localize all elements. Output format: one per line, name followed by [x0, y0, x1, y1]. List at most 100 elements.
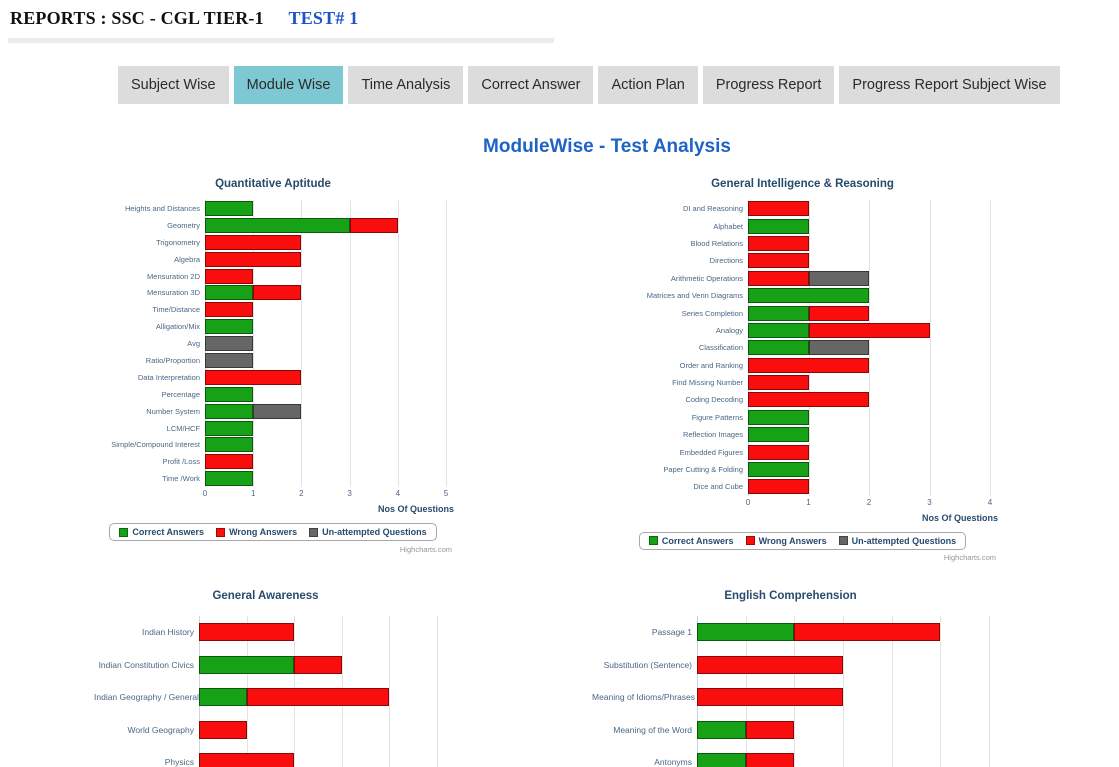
test-number-link[interactable]: TEST# 1 — [288, 8, 359, 28]
bar-correct[interactable] — [748, 218, 809, 234]
bar-wrong[interactable] — [205, 454, 254, 470]
bar-track — [748, 427, 990, 443]
bar-track — [748, 479, 990, 495]
bar-wrong[interactable] — [349, 217, 398, 233]
chart-row: Dice and Cube — [615, 478, 990, 495]
bar-track — [697, 753, 989, 767]
highcharts-credits-link[interactable]: Highcharts.com — [399, 544, 452, 554]
bar-wrong[interactable] — [794, 623, 941, 642]
bar-correct[interactable] — [205, 386, 254, 402]
bar-correct[interactable] — [697, 720, 746, 739]
bar-correct[interactable] — [205, 437, 254, 453]
bar-wrong[interactable] — [748, 444, 809, 460]
bar-wrong[interactable] — [199, 720, 247, 739]
bar-wrong[interactable] — [748, 270, 809, 286]
header-divider — [8, 38, 554, 43]
bar-wrong[interactable] — [748, 235, 809, 251]
bar-track — [748, 218, 990, 234]
tab-action-plan[interactable]: Action Plan — [598, 66, 698, 104]
bar-wrong[interactable] — [697, 688, 843, 707]
legend-item-correct[interactable]: Correct Answers — [119, 527, 204, 537]
bar-wrong[interactable] — [748, 392, 869, 408]
legend-item-unattempted[interactable]: Un-attempted Questions — [838, 536, 956, 546]
bar-unattempted[interactable] — [205, 336, 254, 352]
tab-progress-report[interactable]: Progress Report — [702, 66, 835, 104]
bar-correct[interactable] — [199, 688, 247, 707]
legend: Correct Answers Wrong Answers Un-attempted… — [100, 523, 446, 542]
bar-wrong[interactable] — [253, 285, 302, 301]
legend-item-correct[interactable]: Correct Answers — [648, 536, 734, 546]
axis-tick-label: 0 — [745, 497, 751, 507]
category-label: Substitution (Sentence) — [603, 659, 692, 670]
bar-correct[interactable] — [205, 285, 254, 301]
category-label: Simple/Compound Interest — [111, 440, 200, 450]
bar-track — [748, 375, 990, 391]
bar-wrong[interactable] — [205, 369, 302, 385]
bar-wrong[interactable] — [745, 720, 795, 739]
chart-general-intelligence-reasoning: General Intelligence & Reasoning DI and R… — [615, 178, 1010, 562]
bar-wrong[interactable] — [748, 479, 809, 495]
bar-wrong[interactable] — [748, 253, 809, 269]
axis-tick-label: 2 — [299, 489, 304, 499]
category-label: Coding Decoding — [685, 395, 743, 405]
bar-correct[interactable] — [205, 471, 254, 487]
bar-correct[interactable] — [199, 655, 295, 674]
tab-module-wise[interactable]: Module Wise — [233, 66, 344, 104]
bar-wrong[interactable] — [199, 753, 295, 767]
bar-wrong[interactable] — [205, 234, 302, 250]
bar-correct[interactable] — [748, 409, 809, 425]
bar-correct[interactable] — [748, 462, 809, 478]
tab-progress-report-subject-wise[interactable]: Progress Report Subject Wise — [839, 66, 1060, 104]
bar-correct[interactable] — [205, 217, 350, 233]
bar-wrong[interactable] — [808, 322, 930, 338]
bar-wrong[interactable] — [205, 268, 254, 284]
bar-wrong[interactable] — [748, 357, 869, 373]
highcharts-credits-link[interactable]: Highcharts.com — [943, 553, 996, 563]
bar-correct[interactable] — [748, 322, 809, 338]
axis-tick-label: 4 — [987, 497, 993, 507]
legend-item-wrong[interactable]: Wrong Answers — [745, 536, 827, 546]
legend-item-wrong[interactable]: Wrong Answers — [216, 527, 297, 537]
tab-subject-wise[interactable]: Subject Wise — [118, 66, 229, 104]
bar-wrong[interactable] — [748, 375, 809, 391]
bar-wrong[interactable] — [294, 655, 342, 674]
gridline — [253, 200, 255, 488]
bar-track — [205, 386, 446, 402]
bar-track — [205, 285, 446, 301]
bar-wrong[interactable] — [199, 623, 295, 642]
chart-title: English Comprehension — [724, 590, 857, 602]
bar-correct[interactable] — [748, 427, 809, 443]
bar-wrong[interactable] — [745, 753, 795, 767]
bar-wrong[interactable] — [748, 201, 809, 217]
bar-unattempted[interactable] — [808, 270, 869, 286]
bar-correct[interactable] — [697, 623, 795, 642]
bar-wrong[interactable] — [205, 251, 302, 267]
bar-correct[interactable] — [205, 200, 254, 216]
chart-row: Meaning of the Word — [592, 714, 989, 747]
chart-row: Geometry — [100, 217, 446, 234]
bar-unattempted[interactable] — [808, 340, 869, 356]
category-label: Alligation/Mix — [155, 322, 200, 332]
bar-unattempted[interactable] — [253, 403, 302, 419]
bar-correct[interactable] — [205, 403, 254, 419]
bar-unattempted[interactable] — [205, 352, 254, 368]
category-label: Series Completion — [681, 308, 743, 318]
bar-correct[interactable] — [697, 753, 746, 767]
bar-wrong[interactable] — [697, 655, 843, 674]
bar-track — [748, 409, 990, 425]
bar-correct[interactable] — [748, 288, 869, 304]
category-label: Percentage — [161, 389, 200, 399]
bar-wrong[interactable] — [205, 302, 254, 318]
tab-correct-answer[interactable]: Correct Answer — [468, 66, 594, 104]
legend-item-unattempted[interactable]: Un-attempted Questions — [309, 527, 427, 537]
bar-correct[interactable] — [748, 340, 809, 356]
bar-correct[interactable] — [205, 420, 254, 436]
tab-time-analysis[interactable]: Time Analysis — [348, 66, 464, 104]
bar-wrong[interactable] — [246, 688, 390, 707]
bar-track — [199, 753, 437, 767]
category-label: Classification — [698, 343, 743, 353]
bar-correct[interactable] — [205, 319, 254, 335]
bar-correct[interactable] — [748, 305, 809, 321]
correct-swatch-icon — [648, 536, 658, 546]
bar-wrong[interactable] — [808, 305, 869, 321]
